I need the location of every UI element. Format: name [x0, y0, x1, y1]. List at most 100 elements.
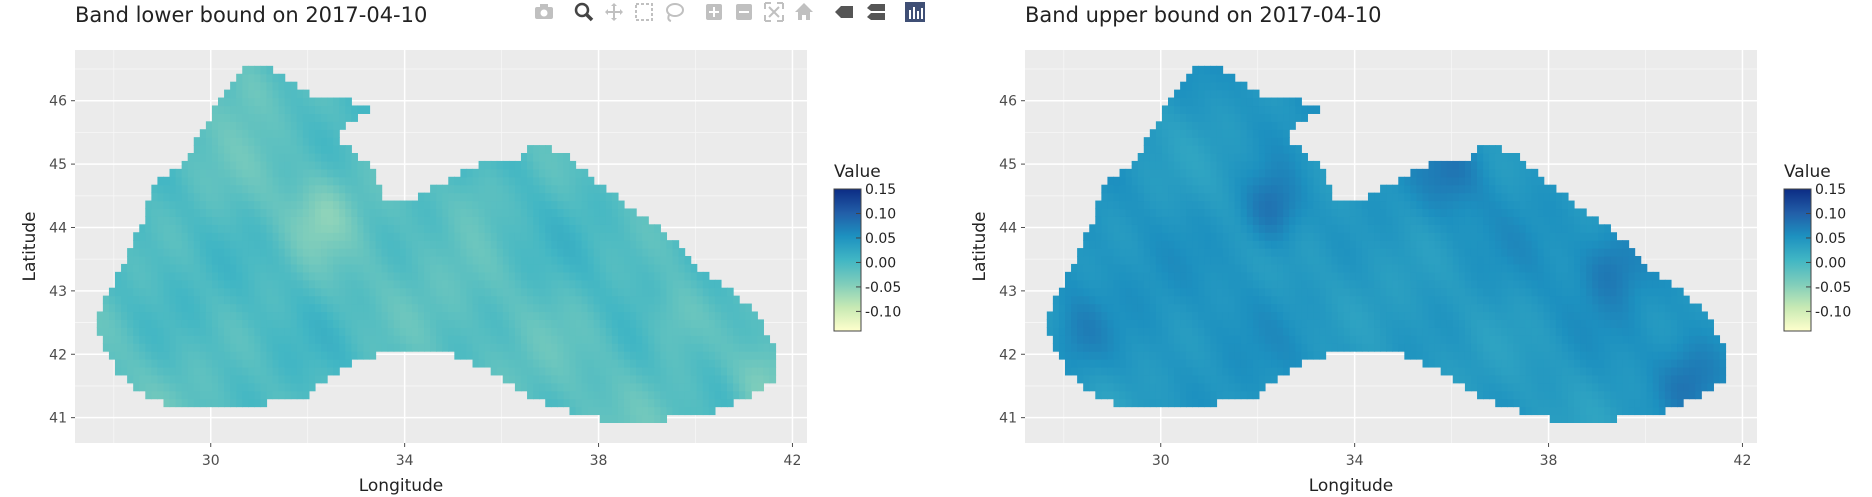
- heatmap-cell: [266, 232, 274, 241]
- heatmap-cell: [1549, 343, 1557, 352]
- heatmap-cell: [745, 374, 752, 384]
- heatmap-cell: [302, 113, 310, 122]
- pan-button[interactable]: [605, 3, 623, 21]
- heatmap-cell: [424, 192, 431, 202]
- zoom-button[interactable]: [574, 2, 594, 22]
- heatmap-cell: [278, 89, 286, 99]
- heatmap-cell: [302, 129, 310, 138]
- heatmap-cell: [1210, 295, 1218, 305]
- heatmap-cell: [745, 351, 752, 360]
- heatmap-cell: [1374, 263, 1381, 273]
- heatmap-cell: [224, 398, 231, 408]
- heatmap-cell: [527, 256, 534, 265]
- heatmap-cell: [1428, 351, 1436, 360]
- heatmap-cell: [581, 319, 589, 328]
- heatmap-cell: [199, 343, 207, 352]
- heatmap-cell: [1149, 335, 1157, 344]
- heatmap-cell: [563, 351, 571, 360]
- heatmap-cell: [1337, 248, 1345, 257]
- heatmap-cell: [1495, 343, 1502, 352]
- heatmap-cell: [242, 374, 249, 384]
- zoom-in-button[interactable]: [706, 4, 722, 20]
- heatmap-cell: [460, 271, 468, 281]
- heatmap-cell: [739, 303, 746, 313]
- heatmap-cell: [648, 398, 655, 408]
- heatmap-cell: [1398, 311, 1405, 320]
- heatmap-cell: [696, 271, 704, 281]
- heatmap-cell: [1464, 287, 1472, 297]
- heatmap-cell: [1295, 359, 1302, 368]
- heatmap-cell: [272, 311, 280, 320]
- heatmap-cell: [478, 176, 486, 186]
- heatmap-cell: [333, 248, 340, 257]
- heatmap-cell: [636, 216, 643, 225]
- heatmap-cell: [1331, 311, 1339, 320]
- heatmap-cell: [690, 319, 698, 328]
- lasso-select-button[interactable]: [666, 3, 684, 22]
- heatmap-cell: [399, 248, 407, 257]
- heatmap-cell: [1404, 351, 1411, 360]
- autoscale-button[interactable]: [764, 2, 784, 22]
- heatmap-cell: [1295, 351, 1302, 360]
- heatmap-cell: [1349, 327, 1357, 336]
- heatmap-cell: [236, 153, 243, 162]
- autoscale-icon: [764, 2, 784, 22]
- heatmap-cell: [254, 232, 262, 241]
- heatmap-cell: [199, 279, 207, 289]
- heatmap-cell: [478, 208, 486, 217]
- heatmap-cell: [1586, 256, 1593, 265]
- plotly-logo-button[interactable]: [905, 2, 925, 22]
- heatmap-cell: [151, 390, 159, 400]
- heatmap-cell: [684, 382, 692, 392]
- heatmap-cell: [351, 176, 358, 186]
- hover-compare-button[interactable]: [867, 4, 885, 20]
- heatmap-cell: [1464, 374, 1472, 384]
- heatmap-cell: [284, 137, 292, 146]
- heatmap-cell: [1143, 398, 1151, 408]
- heatmap-cell: [1513, 271, 1521, 281]
- heatmap-cell: [1271, 295, 1278, 305]
- heatmap-cell: [181, 279, 189, 289]
- heatmap-cell: [1549, 335, 1557, 344]
- heatmap-cell: [236, 81, 243, 91]
- heatmap-cell: [587, 256, 595, 265]
- heatmap-cell: [314, 137, 322, 146]
- heatmap-cell: [478, 168, 486, 178]
- heatmap-cell: [1477, 263, 1484, 273]
- heatmap-cell: [381, 335, 389, 344]
- heatmap-cell: [1549, 287, 1557, 297]
- heatmap-cell: [290, 208, 298, 217]
- box-select-button[interactable]: [635, 3, 653, 21]
- heatmap-cell: [290, 176, 298, 186]
- heatmap-cell: [1422, 311, 1430, 320]
- camera-button[interactable]: [535, 4, 553, 19]
- heatmap-cell: [199, 129, 207, 138]
- heatmap-cell: [272, 113, 280, 122]
- heatmap-cell: [133, 327, 140, 336]
- heatmap-cell: [1464, 263, 1472, 273]
- heatmap-cell: [484, 263, 492, 273]
- heatmap-cell: [1640, 271, 1648, 281]
- heatmap-cell: [1477, 248, 1484, 257]
- heatmap-cell: [1125, 303, 1133, 313]
- heatmap-cell: [642, 398, 649, 408]
- hover-closest-button[interactable]: [835, 6, 853, 18]
- heatmap-cell: [1713, 374, 1721, 384]
- heatmap-cell: [211, 287, 219, 297]
- heatmap-cell: [630, 335, 637, 344]
- heatmap-cell: [1670, 327, 1678, 336]
- heatmap-cell: [1289, 327, 1296, 336]
- home-button[interactable]: [795, 3, 813, 20]
- heatmap-cell: [1616, 335, 1624, 344]
- heatmap-cell: [1555, 271, 1563, 281]
- heatmap-cell: [1610, 335, 1618, 344]
- heatmap-cell: [1143, 327, 1151, 336]
- heatmap-cell: [266, 256, 274, 265]
- zoom-out-button[interactable]: [736, 4, 752, 20]
- heatmap-cell: [539, 153, 546, 162]
- heatmap-cell: [272, 319, 280, 328]
- heatmap-cell: [520, 176, 528, 186]
- heatmap-cell: [739, 343, 746, 352]
- heatmap-cell: [248, 279, 255, 289]
